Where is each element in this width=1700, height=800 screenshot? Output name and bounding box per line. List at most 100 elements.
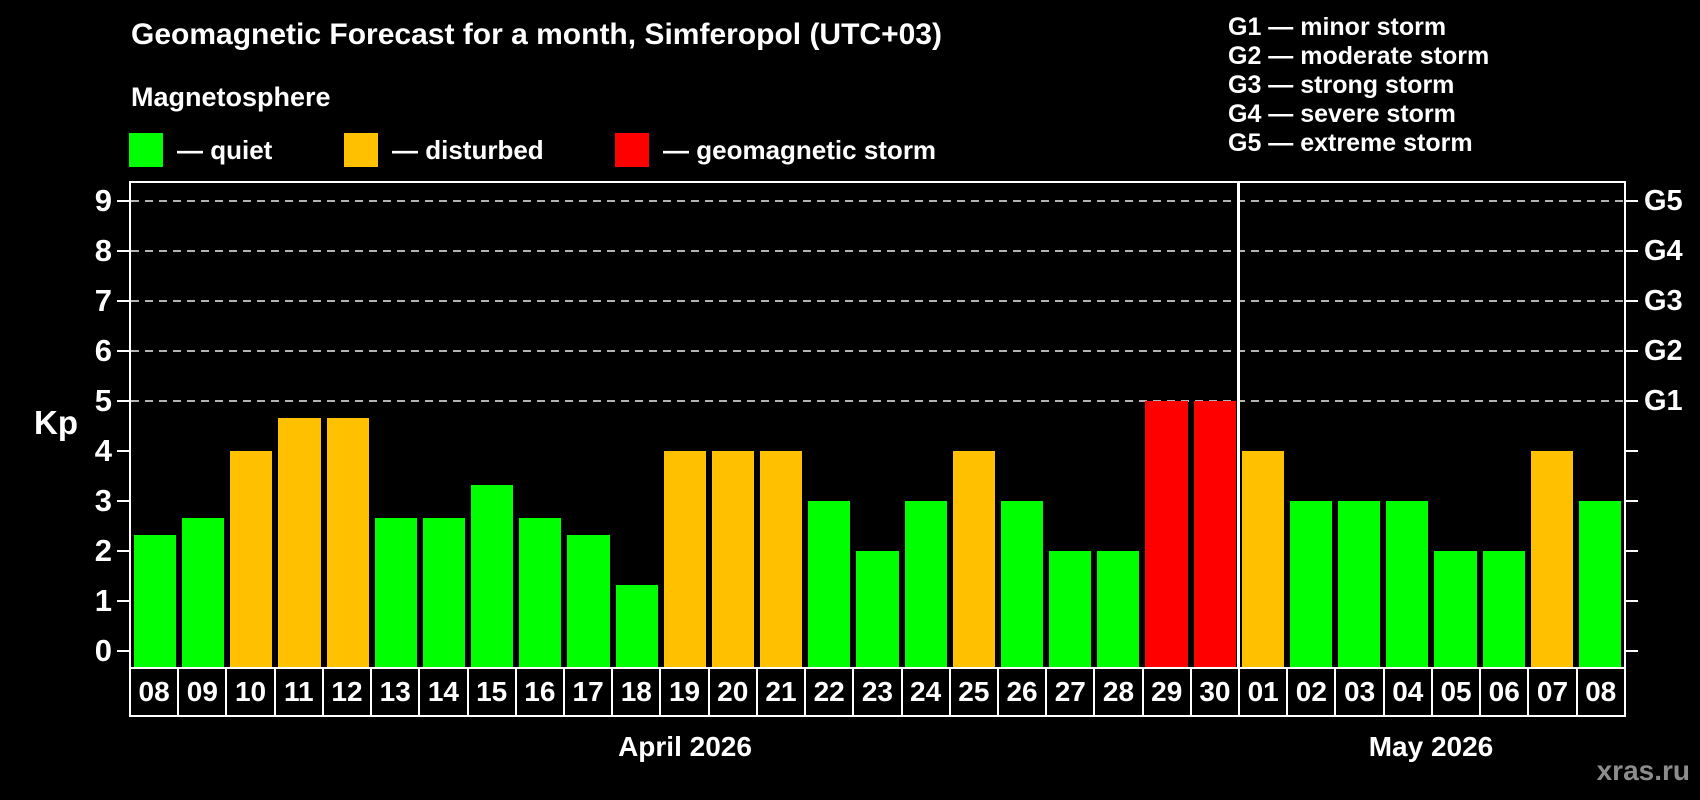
kp-bar-17 [567, 534, 610, 667]
date-cell: 23 [854, 669, 903, 715]
kp-bar-19 [663, 451, 706, 667]
y-axis-label-2: 2 [94, 533, 112, 568]
kp-bar-27 [1049, 551, 1092, 667]
gridline-kp-6 [131, 350, 1624, 352]
magnetosphere-label: Magnetosphere [131, 82, 331, 112]
month-label-april: April 2026 [618, 731, 752, 762]
date-cell: 18 [613, 669, 662, 715]
date-cell: 03 [1336, 669, 1385, 715]
g-scale-legend-line: G4 — severe storm [1228, 100, 1456, 128]
date-cell: 08 [131, 669, 180, 715]
date-cell: 20 [709, 669, 758, 715]
kp-bar-28 [1097, 551, 1140, 667]
g-scale-label-G5: G5 [1644, 185, 1683, 217]
kp-bar-25 [952, 451, 995, 667]
date-cell: 01 [1240, 669, 1289, 715]
kp-bar-03 [1338, 501, 1381, 667]
date-cell: 04 [1384, 669, 1433, 715]
g-scale-label-G3: G3 [1644, 285, 1683, 317]
kp-bar-20 [711, 451, 755, 667]
date-cell: 06 [1481, 669, 1530, 715]
legend-label-storm: — geomagnetic storm [663, 134, 937, 165]
kp-bar-21 [760, 451, 803, 667]
date-cell: 16 [516, 669, 565, 715]
quiet-color-swatch [129, 133, 163, 167]
g-axis-tick [1626, 500, 1638, 502]
y-axis-label-4: 4 [94, 433, 112, 468]
date-cell: 07 [1529, 669, 1578, 715]
y-axis-tick [117, 450, 129, 452]
g-scale-label-G2: G2 [1644, 335, 1683, 367]
chart-title: Geomagnetic Forecast for a month, Simfer… [131, 18, 942, 51]
g-scale-legend-line: G1 — minor storm [1228, 13, 1447, 41]
kp-bar-08 [134, 534, 177, 667]
g-axis-tick [1626, 350, 1638, 352]
y-axis-tick [117, 250, 129, 252]
date-cell: 10 [227, 669, 276, 715]
y-axis-tick [117, 650, 129, 652]
g-axis-tick [1626, 250, 1638, 252]
g-axis-tick [1626, 600, 1638, 602]
g-axis-tick [1626, 200, 1638, 202]
y-axis-tick [117, 350, 129, 352]
kp-bar-14 [422, 517, 466, 667]
date-cell: 24 [902, 669, 951, 715]
g-scale-legend-line: G5 — extreme storm [1228, 129, 1473, 157]
g-scale-label-G1: G1 [1644, 385, 1683, 417]
kp-axis-label: Kp [34, 404, 78, 441]
kp-bar-10 [230, 451, 273, 667]
kp-bar-29 [1145, 401, 1188, 667]
watermark: xras.ru [1596, 755, 1690, 786]
y-axis-tick [117, 400, 129, 402]
kp-bar-12 [326, 417, 369, 667]
kp-bar-13 [374, 517, 417, 667]
y-axis-tick [117, 300, 129, 302]
date-cell: 22 [806, 669, 855, 715]
disturbed-color-swatch [344, 133, 378, 167]
kp-bar-04 [1386, 501, 1429, 667]
date-cell: 13 [372, 669, 421, 715]
g-axis-tick [1626, 550, 1638, 552]
date-cell: 15 [468, 669, 517, 715]
date-cell: 17 [564, 669, 614, 715]
kp-bar-22 [808, 501, 851, 667]
legend-item-quiet: — quiet [129, 133, 272, 167]
y-axis-tick [117, 500, 129, 502]
plot-frame [129, 181, 1626, 667]
y-axis-label-5: 5 [94, 383, 112, 418]
y-axis-tick [117, 200, 129, 202]
kp-bar-09 [182, 517, 225, 667]
storm-color-swatch [615, 133, 649, 167]
g-scale-legend-line: G2 — moderate storm [1228, 42, 1490, 70]
kp-bar-01 [1241, 451, 1284, 667]
date-cell: 21 [757, 669, 807, 715]
g-axis-tick [1626, 650, 1638, 652]
y-axis-label-7: 7 [94, 283, 112, 318]
date-cell: 09 [179, 669, 228, 715]
date-cell: 30 [1191, 669, 1241, 715]
date-cell: 05 [1432, 669, 1482, 715]
kp-bar-05 [1434, 551, 1477, 667]
kp-bar-11 [278, 417, 321, 667]
legend-item-storm: — geomagnetic storm [615, 133, 936, 167]
date-cell: 14 [420, 669, 469, 715]
kp-bar-08 [1578, 501, 1621, 667]
kp-bar-06 [1482, 551, 1525, 667]
date-axis: 08 09 10 11 12 13 14 15 16 17 18 19 20 21 22 23 24 25 26 27… [129, 667, 1626, 717]
plot-area [131, 183, 1624, 667]
month-label-may: May 2026 [1368, 731, 1494, 762]
kp-bar-26 [1000, 501, 1044, 667]
gridline-kp-8 [131, 250, 1624, 252]
y-axis-label-8: 8 [94, 233, 112, 268]
legend-item-disturbed: — disturbed [344, 133, 544, 167]
g-axis-tick [1626, 400, 1638, 402]
date-cell: 26 [998, 669, 1048, 715]
g-scale-label-G4: G4 [1644, 235, 1683, 267]
date-cell: 27 [1047, 669, 1096, 715]
kp-bar-15 [471, 484, 514, 667]
kp-bar-02 [1289, 501, 1333, 667]
g-scale-legend-line: G3 — strong storm [1228, 71, 1455, 99]
date-cell: 29 [1143, 669, 1192, 715]
gridline-kp-7 [131, 300, 1624, 302]
